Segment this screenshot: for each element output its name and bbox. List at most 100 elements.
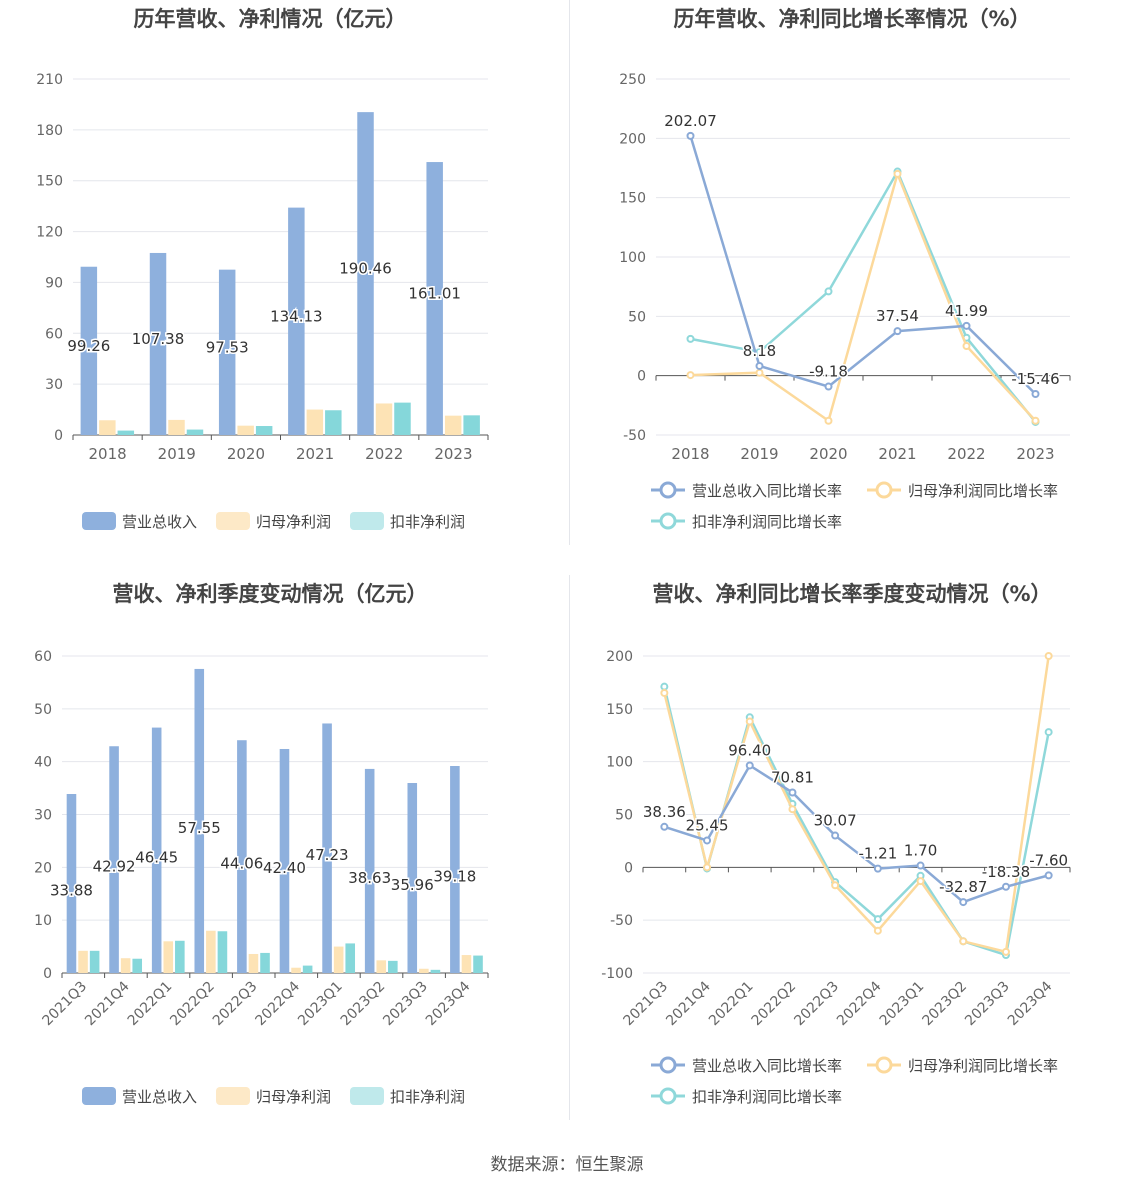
chart-title: 历年营收、净利情况（亿元） xyxy=(134,7,407,31)
y-tick-label: 120 xyxy=(36,225,63,241)
legend-swatch xyxy=(350,1087,384,1105)
series-point xyxy=(686,334,695,343)
y-tick-label: 90 xyxy=(45,275,63,291)
legend-marker xyxy=(875,481,893,499)
series-point xyxy=(745,761,754,770)
y-tick-label: 200 xyxy=(606,649,633,665)
chart-title: 营收、净利同比增长率季度变动情况（%） xyxy=(652,582,1051,606)
bar-deducted-profit xyxy=(217,931,228,973)
bar-revenue xyxy=(322,723,332,973)
y-tick-label: -100 xyxy=(601,966,633,982)
bar-deducted-profit xyxy=(394,402,411,435)
x-tick-label: 2023Q3 xyxy=(962,979,1013,1030)
series-point xyxy=(686,371,695,380)
bar-deducted-profit xyxy=(175,940,185,973)
series-point xyxy=(893,169,902,178)
quarter-revenue-profit-chart: 营收、净利季度变动情况（亿元） 0 10 20 30 40 50 60 2021Q32021Q4… xyxy=(34,582,489,1106)
legend-label: 归母净利润 xyxy=(256,1088,331,1106)
data-label: -15.46 xyxy=(1011,370,1059,388)
bar-revenue xyxy=(151,727,162,973)
data-label: 96.40 xyxy=(728,741,771,759)
series-line-deducted-profit-growth xyxy=(690,168,1037,423)
data-label: -7.60 xyxy=(1029,851,1068,869)
legend-marker xyxy=(659,1087,677,1105)
x-tick-label: 2019 xyxy=(740,445,778,463)
x-tick-label: 2021Q3 xyxy=(621,979,672,1030)
series-point xyxy=(660,688,669,697)
x-tick-label: 2019 xyxy=(158,445,196,463)
y-tick-label: 250 xyxy=(619,72,646,88)
bar-revenue xyxy=(407,783,418,973)
quarter-revenue-profit-panel: 营收、净利季度变动情况（亿元） 0 10 20 30 40 50 60 2021Q3 2021Q4… xyxy=(0,575,567,1150)
series-point xyxy=(962,321,971,330)
bar-deducted-profit xyxy=(186,429,204,435)
data-label: 41.99 xyxy=(945,302,988,320)
bar-net-profit xyxy=(78,950,88,973)
x-tick-label: 2022 xyxy=(365,445,403,463)
x-tick-label: 2018 xyxy=(88,445,126,463)
bar-deducted-profit xyxy=(473,955,483,973)
series-point xyxy=(788,788,797,797)
y-tick-label: 150 xyxy=(619,191,646,207)
data-label: 30.07 xyxy=(814,812,857,830)
x-tick-label: 2023Q1 xyxy=(295,979,346,1030)
y-tick-label: 100 xyxy=(619,250,646,266)
x-tick-label: 2023 xyxy=(434,445,472,463)
bar-deducted-profit xyxy=(260,952,270,973)
x-tick-label: 2022Q4 xyxy=(253,978,304,1029)
data-label: 70.81 xyxy=(771,769,814,787)
bar-net-profit xyxy=(248,953,259,973)
y-tick-label: -50 xyxy=(623,428,646,444)
data-label: -9.18 xyxy=(809,363,848,381)
bar-deducted-profit xyxy=(430,969,441,973)
bar-deducted-profit xyxy=(463,415,480,435)
x-tick-label: 2022Q4 xyxy=(834,978,885,1029)
legend-label: 归母净利润同比增长率 xyxy=(908,482,1058,500)
data-label: 42.92 xyxy=(93,858,136,876)
legend-label: 营业总收入同比增长率 xyxy=(692,1057,842,1075)
data-label: 134.13 xyxy=(270,307,323,325)
bar-revenue xyxy=(364,768,375,973)
series-point xyxy=(873,915,882,924)
series-point xyxy=(916,877,925,886)
y-tick-label: 60 xyxy=(34,649,52,665)
bar-net-profit xyxy=(333,946,344,973)
legend-label: 归母净利润同比增长率 xyxy=(908,1057,1058,1075)
x-tick-label: 2021Q4 xyxy=(82,978,133,1029)
series-point xyxy=(962,342,971,350)
data-label: -32.87 xyxy=(939,878,987,896)
annual-revenue-profit-panel: 历年营收、净利情况（亿元） 0 30 60 90 120 150 180 210 2018 2019… xyxy=(0,0,567,575)
bar-deducted-profit xyxy=(117,430,135,435)
series-point xyxy=(1031,416,1040,425)
y-tick-label: 20 xyxy=(34,860,52,876)
legend-label: 归母净利润 xyxy=(256,513,331,531)
bar-revenue xyxy=(237,740,247,973)
bar-revenue xyxy=(450,765,460,973)
x-tick-label: 2018 xyxy=(671,445,709,463)
data-label: 44.06 xyxy=(220,855,263,873)
y-tick-label: -50 xyxy=(610,913,633,929)
legend-label: 扣非净利润同比增长率 xyxy=(692,513,842,531)
series-point xyxy=(1001,947,1010,956)
bar-net-profit xyxy=(444,415,462,435)
bar-revenue xyxy=(109,746,119,973)
annual-revenue-profit-chart: 历年营收、净利情况（亿元） 0 30 60 90 120 150 180 210 2018 2019… xyxy=(36,7,489,531)
data-label: 202.07 xyxy=(664,112,717,130)
bar-net-profit xyxy=(237,425,254,435)
y-tick-label: 150 xyxy=(36,174,63,190)
bar-deducted-profit xyxy=(302,965,313,973)
bar-net-profit xyxy=(419,968,429,973)
bar-net-profit xyxy=(375,403,393,435)
chart-title: 营收、净利季度变动情况（亿元） xyxy=(113,582,428,606)
y-tick-label: 40 xyxy=(34,755,52,771)
legend-swatch xyxy=(350,512,384,530)
bar-revenue xyxy=(66,794,77,973)
x-tick-label: 2022Q1 xyxy=(706,979,757,1030)
y-tick-label: 0 xyxy=(54,428,63,444)
bar-deducted-profit xyxy=(132,958,143,973)
series-point xyxy=(1044,871,1053,880)
bar-revenue xyxy=(218,269,236,435)
x-tick-label: 2023Q1 xyxy=(877,979,928,1030)
data-label: 161.01 xyxy=(408,285,461,303)
y-tick-label: 180 xyxy=(36,123,63,139)
